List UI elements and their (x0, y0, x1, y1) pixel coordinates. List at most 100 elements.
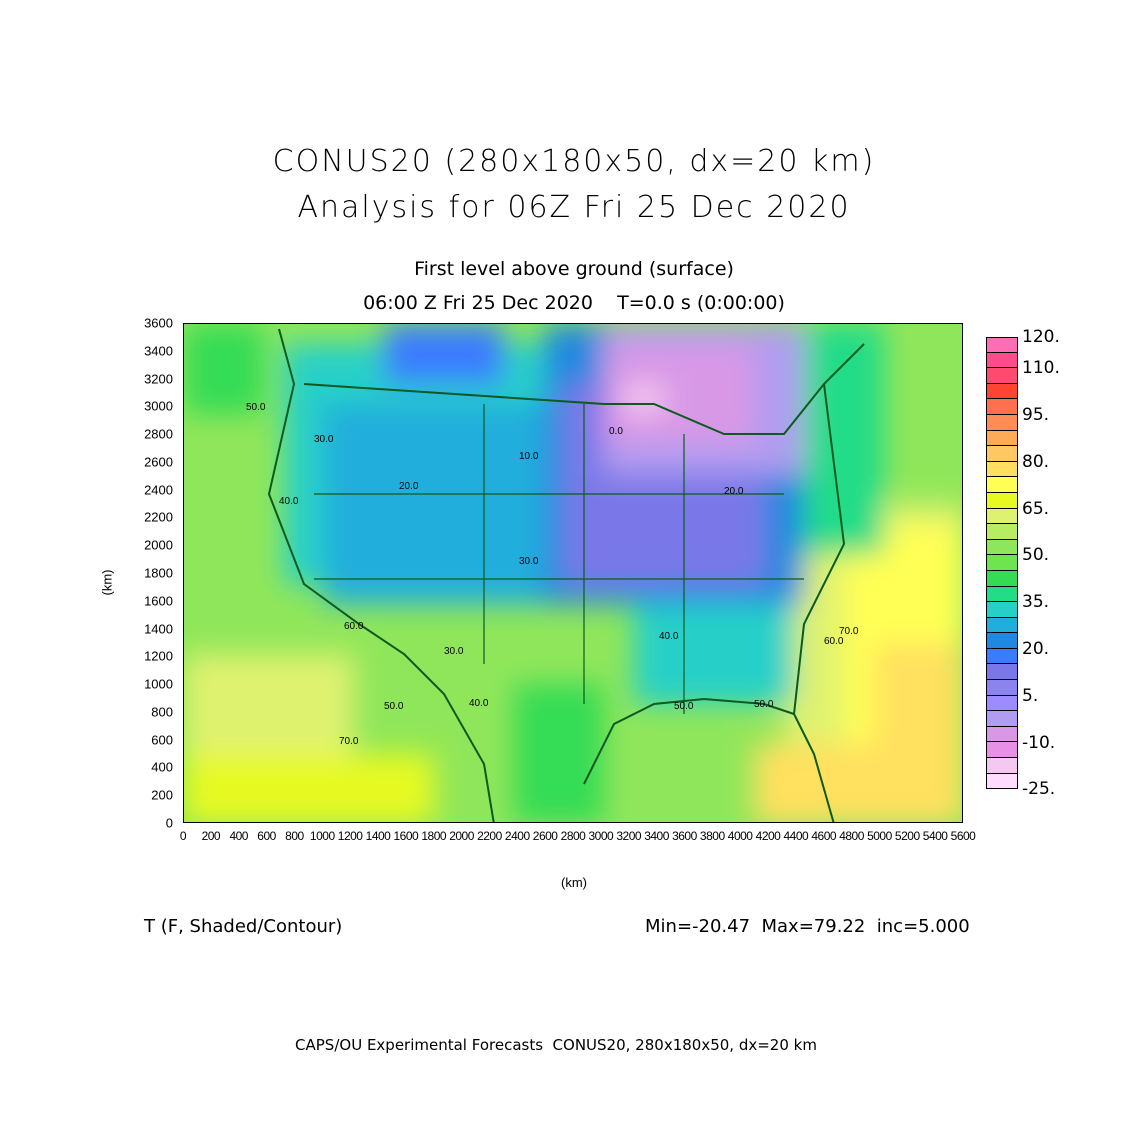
colorbar-swatch (986, 742, 1018, 759)
x-tick-label: 4400 (783, 829, 809, 843)
colorbar-swatch (986, 352, 1018, 369)
x-tick-label: 4200 (755, 829, 781, 843)
contour-label: 30.0 (519, 556, 539, 567)
colorbar-swatch (986, 602, 1018, 618)
colorbar-swatch (986, 414, 1018, 431)
x-tick-label: 2400 (504, 829, 530, 843)
colorbar-label: -10. (1022, 732, 1056, 753)
field-region (634, 594, 794, 704)
colorbar-swatch (986, 461, 1018, 478)
x-tick-label: 4800 (839, 829, 864, 843)
colorbar-swatch (986, 570, 1018, 587)
y-tick-label: 2000 (144, 537, 173, 553)
field-region (754, 744, 962, 822)
temperature-map: 50.0 30.0 40.0 20.0 10.0 0.0 60.0 70.0 5… (183, 323, 963, 823)
colorbar (986, 337, 1018, 790)
east-coast-line (793, 383, 846, 715)
colorbar-swatch (986, 492, 1018, 509)
contour-label: 40.0 (659, 631, 679, 642)
state-grid-lines (314, 404, 804, 714)
colorbar-label: 110. (1022, 358, 1060, 379)
y-tick-label: 1000 (144, 676, 173, 692)
contour-label: 30.0 (314, 434, 334, 445)
x-tick-label: 600 (257, 829, 276, 843)
y-tick-label: 0 (165, 815, 173, 831)
contour-label: 50.0 (754, 699, 774, 710)
field-region (184, 754, 434, 822)
x-tick-label: 1400 (365, 829, 391, 843)
colorbar-swatch (986, 383, 1018, 400)
field-region (184, 324, 264, 414)
colorbar-swatch (986, 368, 1018, 384)
variable-label: T (F, Shaded/Contour) (144, 916, 343, 937)
colorbar-swatch (986, 758, 1018, 774)
colorbar-swatch (986, 539, 1018, 556)
y-tick-label: 2400 (144, 482, 173, 498)
y-tick-label: 1600 (144, 593, 173, 609)
contour-label: 20.0 (724, 486, 744, 497)
colorbar-swatch (986, 477, 1018, 493)
contour-label: 60.0 (824, 636, 844, 647)
x-tick-label: 4000 (727, 829, 753, 843)
time-label: 06:00 Z Fri 25 Dec 2020 T=0.0 s (0:00:00… (363, 292, 785, 314)
contour-label: 70.0 (839, 626, 859, 637)
level-label: First level above ground (surface) (414, 258, 734, 280)
x-tick-label: 2800 (560, 829, 586, 843)
y-tick-label: 2200 (144, 509, 173, 525)
y-tick-label: 3200 (144, 371, 173, 387)
colorbar-swatch (986, 399, 1018, 415)
colorbar-swatch (986, 648, 1018, 665)
y-tick-label: 3000 (144, 398, 173, 414)
x-tick-label: 3200 (616, 829, 642, 843)
x-tick-label: 3400 (644, 829, 669, 843)
x-tick-label: 1000 (309, 829, 335, 843)
y-tick-label: 200 (151, 787, 173, 803)
field-region (514, 684, 604, 822)
x-tick-label: 0 (179, 829, 187, 843)
field-region (624, 384, 664, 414)
y-tick-label: 1200 (144, 648, 173, 664)
colorbar-label: 5. (1022, 685, 1039, 706)
colorbar-swatch (986, 524, 1018, 540)
contour-label-group: 50.0 30.0 40.0 20.0 10.0 0.0 60.0 70.0 5… (246, 402, 859, 747)
field-region (384, 324, 504, 384)
colorbar-swatch (986, 726, 1018, 743)
x-axis-label: (km) (561, 875, 587, 890)
y-tick-label: 3400 (144, 343, 173, 359)
x-tick-label: 3800 (699, 829, 725, 843)
x-tick-label: 5600 (950, 829, 976, 843)
contour-label: 60.0 (344, 621, 364, 632)
colorbar-label: 65. (1022, 498, 1050, 519)
x-tick-label: 5400 (922, 829, 948, 843)
x-tick-label: 5000 (867, 829, 892, 843)
gulf-coast-line (583, 697, 835, 822)
x-tick-label: 1200 (337, 829, 363, 843)
contour-label: 50.0 (246, 402, 266, 413)
x-tick-label: 800 (285, 829, 304, 843)
y-tick-label: 400 (151, 759, 173, 775)
x-tick-label: 2000 (449, 829, 474, 843)
min-max-stats: Min=-20.47 Max=79.22 inc=5.000 (645, 916, 970, 937)
colorbar-label: 35. (1022, 592, 1050, 613)
contour-label: 50.0 (384, 701, 404, 712)
colorbar-swatch (986, 555, 1018, 571)
field-region (324, 404, 564, 604)
colorbar-swatch (986, 337, 1018, 353)
x-tick-label: 2600 (532, 829, 558, 843)
credit-line: CAPS/OU Experimental Forecasts CONUS20, … (295, 1036, 817, 1054)
contour-label: 20.0 (399, 481, 419, 492)
colorbar-swatch (986, 617, 1018, 634)
colorbar-label: 50. (1022, 545, 1050, 566)
x-tick-label: 1600 (393, 829, 419, 843)
colorbar-label: -25. (1022, 779, 1056, 800)
colorbar-label: 120. (1022, 327, 1060, 347)
colorbar-swatch (986, 695, 1018, 712)
x-tick-label: 200 (201, 829, 221, 843)
y-tick-label: 2800 (144, 426, 173, 442)
x-tick-label: 1800 (421, 829, 447, 843)
colorbar-swatch (986, 508, 1018, 525)
colorbar-swatch (986, 664, 1018, 681)
y-tick-label: 1800 (144, 565, 173, 581)
y-tick-label: 1400 (144, 621, 173, 637)
colorbar-swatch (986, 633, 1018, 649)
